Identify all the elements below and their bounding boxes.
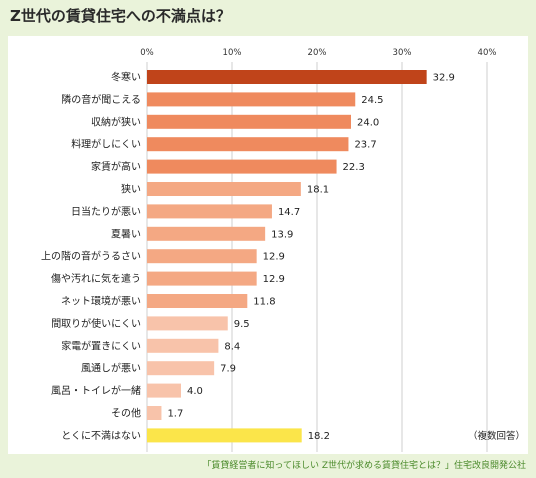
multiple-answer-note: （複数回答） bbox=[468, 430, 525, 442]
value-label: 8.4 bbox=[224, 341, 240, 352]
category-label: 間取りが使いにくい bbox=[51, 317, 141, 330]
category-label: 傷や汚れに気を遣う bbox=[51, 272, 141, 285]
bar bbox=[147, 361, 215, 376]
value-label: 18.2 bbox=[308, 431, 330, 442]
category-label: 冬寒い bbox=[111, 71, 141, 84]
bar bbox=[147, 92, 356, 107]
value-label: 24.5 bbox=[361, 95, 383, 106]
bar bbox=[147, 182, 301, 196]
category-label: ネット環境が悪い bbox=[61, 295, 141, 308]
bar bbox=[147, 271, 257, 286]
category-label: とくに不満はない bbox=[61, 430, 141, 442]
x-tick-label: 40% bbox=[478, 48, 497, 58]
value-label: 7.9 bbox=[220, 364, 236, 375]
bar bbox=[147, 137, 349, 152]
category-label: 狭い bbox=[121, 183, 141, 196]
value-label: 18.1 bbox=[307, 185, 329, 196]
bar bbox=[147, 428, 302, 443]
bar bbox=[147, 338, 219, 353]
value-label: 12.9 bbox=[263, 252, 285, 263]
category-label: その他 bbox=[111, 407, 141, 420]
value-label: 9.5 bbox=[234, 319, 250, 330]
value-label: 14.7 bbox=[278, 207, 300, 218]
bar bbox=[147, 159, 337, 174]
category-label: 上の階の音がうるさい bbox=[41, 250, 141, 263]
category-label: 収納が狭い bbox=[91, 115, 141, 128]
category-label: 風通しが悪い bbox=[81, 362, 141, 375]
x-tick-label: 10% bbox=[223, 48, 242, 58]
category-label: 家電が置きにくい bbox=[61, 339, 141, 352]
x-tick-label: 0% bbox=[140, 48, 154, 58]
value-label: 22.3 bbox=[343, 162, 365, 173]
value-label: 1.7 bbox=[167, 409, 183, 420]
value-label: 13.9 bbox=[271, 229, 293, 240]
x-tick-label: 30% bbox=[393, 48, 412, 58]
bar bbox=[147, 70, 427, 84]
bar bbox=[147, 226, 266, 241]
category-label: 風呂・トイレが一緒 bbox=[51, 384, 141, 397]
bar bbox=[147, 204, 272, 219]
category-label: 夏暑い bbox=[111, 228, 141, 240]
bar bbox=[147, 383, 181, 398]
chart-title: Z世代の賃貸住宅への不満点は？ bbox=[10, 7, 231, 25]
value-label: 4.0 bbox=[187, 386, 203, 397]
bar bbox=[147, 294, 248, 308]
category-label: 隣の音が聞こえる bbox=[61, 93, 141, 106]
value-label: 24.0 bbox=[357, 117, 379, 128]
bar bbox=[147, 406, 162, 420]
bar bbox=[147, 249, 257, 264]
value-label: 11.8 bbox=[253, 297, 275, 308]
source-footer: 「賃貸経営者に知ってほしい Z世代が求める賃貸住宅とは？」住宅改良開発公社 bbox=[202, 461, 526, 471]
value-label: 12.9 bbox=[263, 274, 285, 285]
bar bbox=[147, 316, 228, 331]
category-label: 料理がしにくい bbox=[71, 138, 141, 151]
x-tick-label: 20% bbox=[308, 48, 327, 58]
bar bbox=[147, 114, 351, 129]
category-label: 家賃が高い bbox=[91, 160, 141, 173]
value-label: 23.7 bbox=[354, 140, 376, 151]
category-label: 日当たりが悪い bbox=[71, 205, 141, 218]
value-label: 32.9 bbox=[433, 73, 455, 84]
